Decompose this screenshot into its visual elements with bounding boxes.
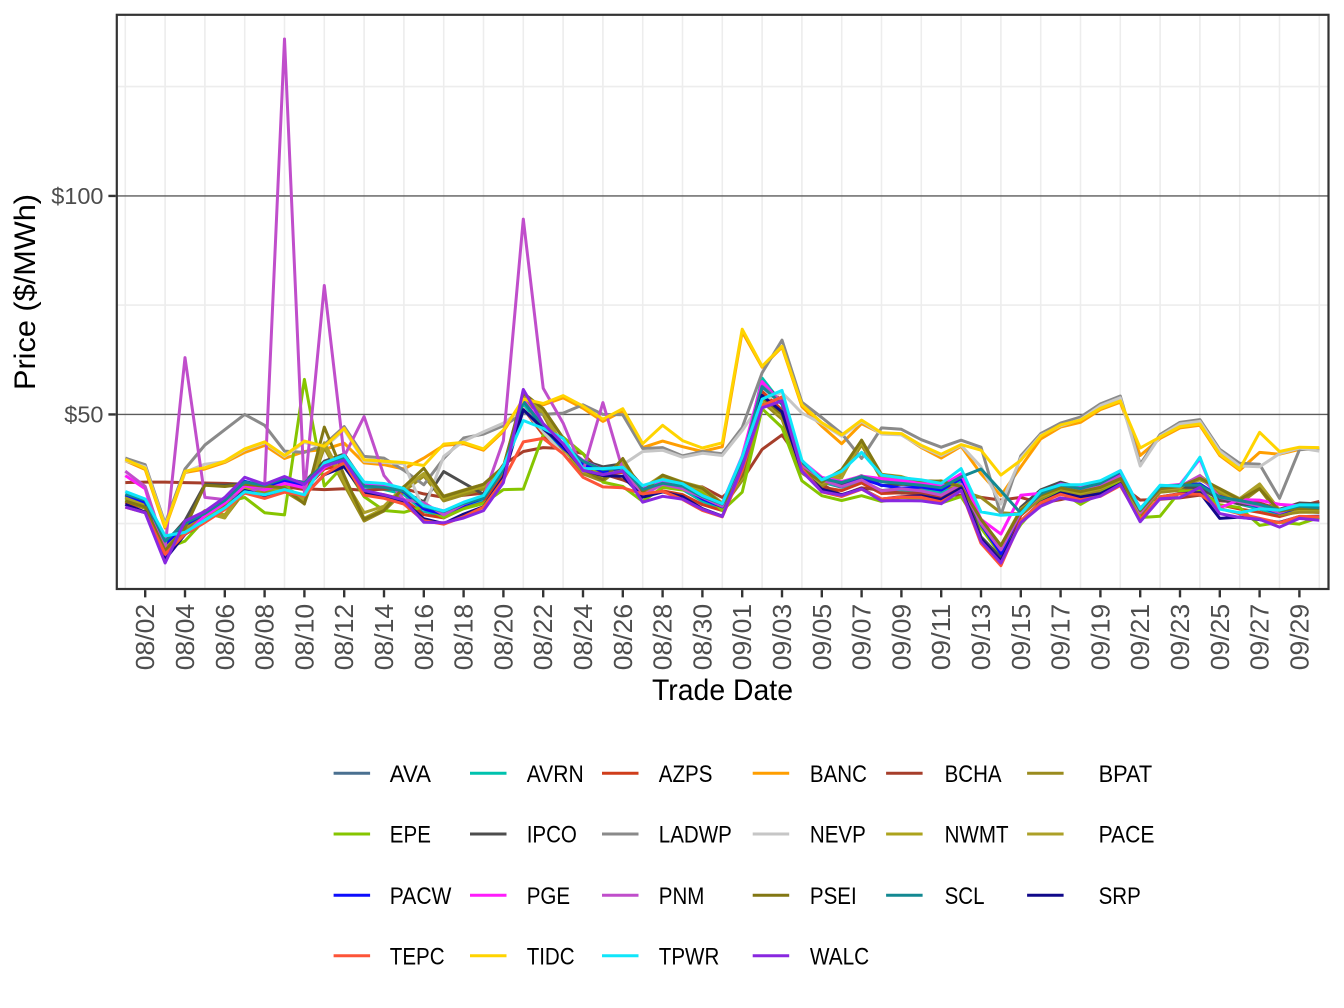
- svg-text:08/18: 08/18: [449, 604, 479, 671]
- svg-text:PACW: PACW: [390, 883, 452, 910]
- svg-text:SRP: SRP: [1099, 883, 1141, 910]
- svg-text:BPAT: BPAT: [1099, 761, 1153, 788]
- svg-text:$100: $100: [51, 183, 103, 209]
- svg-text:IPCO: IPCO: [527, 822, 577, 849]
- svg-text:NWMT: NWMT: [945, 822, 1009, 849]
- svg-text:09/07: 09/07: [847, 604, 877, 671]
- svg-text:PNM: PNM: [659, 883, 705, 910]
- svg-text:09/27: 09/27: [1245, 604, 1275, 671]
- svg-text:09/29: 09/29: [1284, 604, 1314, 671]
- svg-text:PSEI: PSEI: [810, 883, 857, 910]
- svg-text:08/16: 08/16: [409, 604, 439, 671]
- svg-text:BCHA: BCHA: [945, 761, 1003, 788]
- svg-text:09/03: 09/03: [767, 604, 797, 671]
- svg-text:08/14: 08/14: [369, 604, 399, 671]
- svg-text:$50: $50: [64, 401, 103, 427]
- svg-text:08/26: 08/26: [608, 604, 638, 671]
- svg-text:AVA: AVA: [390, 761, 432, 788]
- svg-text:BANC: BANC: [810, 761, 867, 788]
- svg-text:09/23: 09/23: [1165, 604, 1195, 671]
- svg-text:09/21: 09/21: [1125, 604, 1155, 671]
- svg-text:09/17: 09/17: [1046, 604, 1076, 671]
- svg-text:08/10: 08/10: [289, 604, 319, 671]
- svg-text:Price ($/MWh): Price ($/MWh): [9, 194, 42, 390]
- svg-text:09/01: 09/01: [727, 604, 757, 671]
- svg-text:08/30: 08/30: [687, 604, 717, 671]
- svg-text:08/02: 08/02: [130, 604, 160, 671]
- svg-text:09/19: 09/19: [1085, 604, 1115, 671]
- svg-text:09/09: 09/09: [886, 604, 916, 671]
- svg-text:PACE: PACE: [1099, 822, 1155, 849]
- svg-text:TEPC: TEPC: [390, 944, 445, 971]
- svg-text:09/13: 09/13: [966, 604, 996, 671]
- svg-text:08/12: 08/12: [329, 604, 359, 671]
- svg-text:SCL: SCL: [945, 883, 985, 910]
- svg-text:09/11: 09/11: [926, 604, 956, 671]
- svg-text:AZPS: AZPS: [659, 761, 713, 788]
- svg-text:08/06: 08/06: [210, 604, 240, 671]
- svg-text:Trade Date: Trade Date: [652, 674, 793, 707]
- svg-text:AVRN: AVRN: [527, 761, 584, 788]
- svg-text:NEVP: NEVP: [810, 822, 866, 849]
- svg-text:08/22: 08/22: [528, 604, 558, 671]
- svg-text:08/20: 08/20: [488, 604, 518, 671]
- svg-text:EPE: EPE: [390, 822, 431, 849]
- svg-text:08/24: 08/24: [568, 604, 598, 671]
- svg-text:08/08: 08/08: [250, 604, 280, 671]
- svg-text:TIDC: TIDC: [527, 944, 575, 971]
- svg-text:09/05: 09/05: [807, 604, 837, 671]
- svg-text:09/15: 09/15: [1006, 604, 1036, 671]
- svg-text:08/04: 08/04: [170, 604, 200, 671]
- svg-text:LADWP: LADWP: [659, 822, 732, 849]
- svg-text:TPWR: TPWR: [659, 944, 720, 971]
- svg-text:WALC: WALC: [810, 944, 869, 971]
- svg-text:09/25: 09/25: [1205, 604, 1235, 671]
- svg-text:08/28: 08/28: [648, 604, 678, 671]
- svg-text:PGE: PGE: [527, 883, 570, 910]
